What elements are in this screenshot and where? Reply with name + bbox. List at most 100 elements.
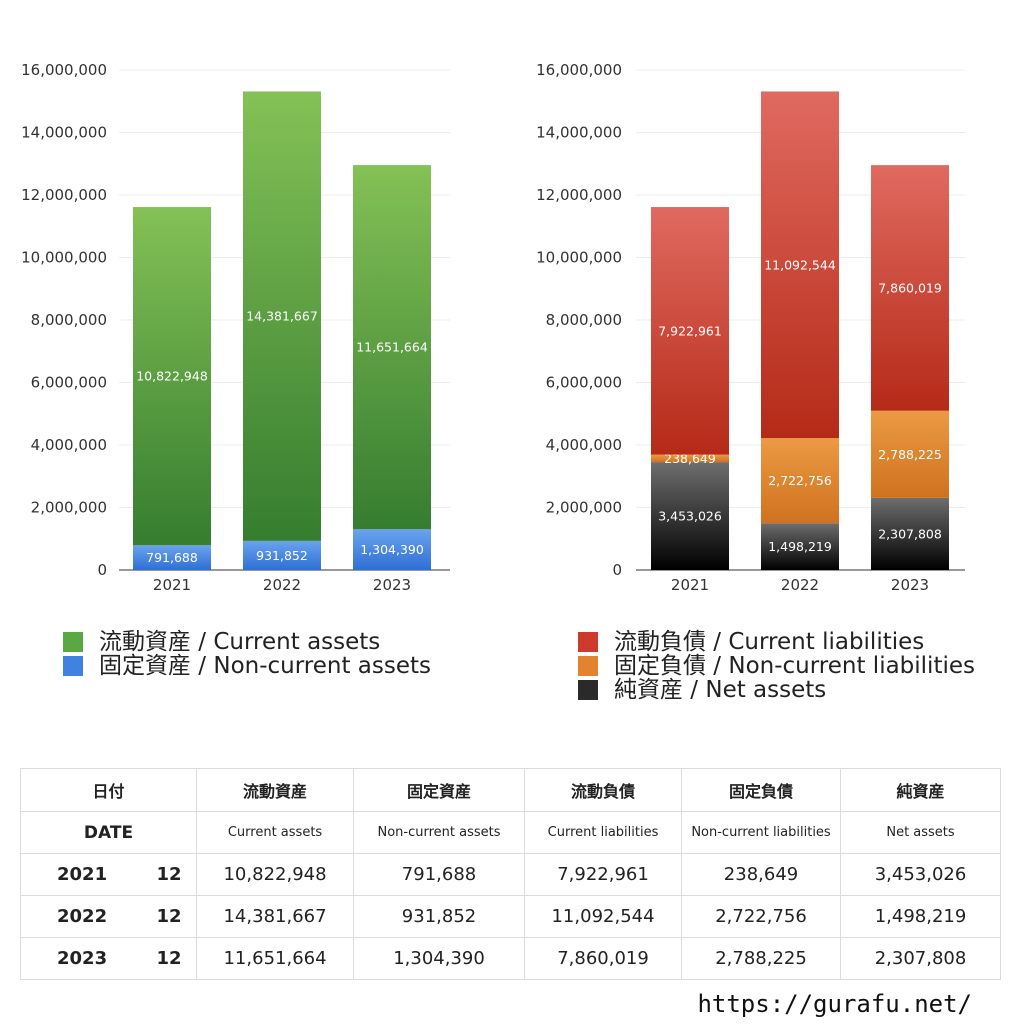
legend-label: 流動資産 / Current assets <box>99 629 381 655</box>
row-month: 12 <box>144 853 198 896</box>
data-label: 7,860,019 <box>878 280 942 295</box>
header-jp: 流動資産 <box>196 768 355 812</box>
table-row: 2021 12 10,822,948 791,688 7,922,961 238… <box>20 853 1002 896</box>
x-tick-label: 2021 <box>153 576 191 594</box>
header-en: Non-current assets <box>353 811 526 854</box>
x-tick-label: 2023 <box>373 576 411 594</box>
y-tick-label: 6,000,000 <box>31 374 107 392</box>
y-tick-label: 2,000,000 <box>31 499 107 517</box>
table-cell: 1,304,390 <box>353 937 526 980</box>
table-header-jp: 日付 流動資産 固定資産 流動負債 固定負債 純資産 <box>19 768 1002 812</box>
data-label: 11,092,544 <box>764 257 836 272</box>
table-cell: 1,498,219 <box>840 895 1002 938</box>
bar-segment <box>651 462 729 570</box>
data-label: 2,307,808 <box>878 526 942 541</box>
header-en: Current liabilities <box>524 811 683 854</box>
date-header-jp: 日付 <box>19 768 198 812</box>
x-tick-label: 2022 <box>263 576 301 594</box>
y-tick-label: 4,000,000 <box>546 436 622 454</box>
y-tick-label: 12,000,000 <box>21 186 107 204</box>
bar-segment <box>871 410 949 498</box>
bar-segment <box>243 540 321 570</box>
site-url-link[interactable]: https://gurafu.net/ <box>697 990 972 1018</box>
bar-segment <box>761 523 839 570</box>
table-cell: 2,307,808 <box>840 937 1002 980</box>
y-tick-label: 10,000,000 <box>536 249 622 267</box>
bar-segment <box>871 497 949 570</box>
bar-segment <box>353 165 431 530</box>
header-en: Net assets <box>840 811 1002 854</box>
data-label: 3,453,026 <box>658 509 722 524</box>
legend-swatch <box>578 656 598 676</box>
table-cell: 14,381,667 <box>196 895 355 938</box>
x-tick-label: 2022 <box>781 576 819 594</box>
y-tick-label: 0 <box>612 561 622 579</box>
y-tick-label: 14,000,000 <box>21 124 107 142</box>
data-label: 1,498,219 <box>768 539 832 554</box>
bar-segment <box>353 529 431 570</box>
legend-label: 固定資産 / Non-current assets <box>99 653 432 679</box>
legend-swatch <box>63 656 83 676</box>
row-year: 2022 <box>20 895 145 938</box>
data-label: 10,822,948 <box>136 369 208 384</box>
data-label: 7,922,961 <box>658 323 722 338</box>
assets-chart: 0 2,000,000 4,000,000 6,000,000 8,000,000 10,… <box>21 61 450 594</box>
table-cell: 7,860,019 <box>524 937 683 980</box>
data-label: 1,304,390 <box>360 542 424 557</box>
y-tick-label: 0 <box>97 561 107 579</box>
legend-item: 純資産 / Net assets <box>578 678 975 702</box>
y-tick-label: 4,000,000 <box>31 436 107 454</box>
liabilities-legend: 流動負債 / Current liabilities 固定負債 / Non-cur… <box>578 630 975 702</box>
liabilities-chart: 0 2,000,000 4,000,000 6,000,000 8,000,000 10,… <box>536 61 965 594</box>
row-month: 12 <box>144 937 198 980</box>
data-label: 14,381,667 <box>246 309 318 324</box>
header-en: Non-current liabilities <box>681 811 842 854</box>
header-jp: 固定負債 <box>681 768 842 812</box>
row-year: 2021 <box>20 853 145 896</box>
legend-swatch <box>578 632 598 652</box>
table-row: 2022 12 14,381,667 931,852 11,092,544 2,… <box>20 895 1002 938</box>
bar-segment <box>871 165 949 411</box>
row-month: 12 <box>144 895 198 938</box>
bar-segment <box>651 207 729 455</box>
table-cell: 3,453,026 <box>840 853 1002 896</box>
bar-segment <box>761 91 839 439</box>
bar-segment <box>243 91 321 541</box>
assets-legend: 流動資産 / Current assets 固定資産 / Non-current … <box>63 630 431 678</box>
header-en: Current assets <box>196 811 355 854</box>
data-label: 931,852 <box>256 548 308 563</box>
legend-item: 流動負債 / Current liabilities <box>578 630 975 654</box>
header-jp: 固定資産 <box>353 768 526 812</box>
header-jp: 純資産 <box>840 768 1002 812</box>
x-tick-label: 2021 <box>671 576 709 594</box>
table-header-en: DATE Current assets Non-current assets C… <box>19 811 1002 854</box>
table-cell: 2,788,225 <box>681 937 842 980</box>
legend-swatch <box>63 632 83 652</box>
legend-item: 固定負債 / Non-current liabilities <box>578 654 975 678</box>
y-tick-label: 8,000,000 <box>546 311 622 329</box>
bar-segment <box>133 545 211 570</box>
y-tick-label: 16,000,000 <box>21 61 107 79</box>
legend-label: 純資産 / Net assets <box>614 677 827 703</box>
bar-segment <box>133 207 211 546</box>
data-label: 791,688 <box>146 550 198 565</box>
bar-segment <box>761 438 839 524</box>
y-tick-label: 6,000,000 <box>546 374 622 392</box>
date-header-en: DATE <box>19 811 198 854</box>
y-tick-label: 2,000,000 <box>546 499 622 517</box>
y-tick-label: 10,000,000 <box>21 249 107 267</box>
table-cell: 2,722,756 <box>681 895 842 938</box>
legend-swatch <box>578 680 598 700</box>
bar-segment <box>651 454 729 463</box>
table-cell: 791,688 <box>353 853 526 896</box>
legend-item: 流動資産 / Current assets <box>63 630 431 654</box>
y-tick-label: 12,000,000 <box>536 186 622 204</box>
data-label: 11,651,664 <box>356 340 428 355</box>
data-label: 2,722,756 <box>768 473 832 488</box>
header-jp: 流動負債 <box>524 768 683 812</box>
table-cell: 11,092,544 <box>524 895 683 938</box>
x-tick-label: 2023 <box>891 576 929 594</box>
data-label: 2,788,225 <box>878 447 942 462</box>
legend-item: 固定資産 / Non-current assets <box>63 654 431 678</box>
table-cell: 931,852 <box>353 895 526 938</box>
